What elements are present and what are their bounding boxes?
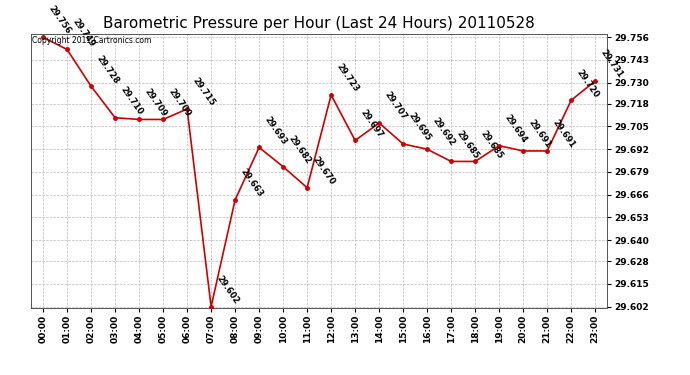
Text: 29.692: 29.692: [431, 116, 457, 148]
Text: 29.682: 29.682: [287, 134, 313, 165]
Text: 29.707: 29.707: [383, 90, 408, 122]
Text: 29.710: 29.710: [119, 85, 144, 117]
Text: 29.720: 29.720: [575, 68, 601, 99]
Text: 29.728: 29.728: [95, 54, 121, 85]
Title: Barometric Pressure per Hour (Last 24 Hours) 20110528: Barometric Pressure per Hour (Last 24 Ho…: [104, 16, 535, 31]
Text: 29.715: 29.715: [190, 76, 217, 108]
Text: 29.685: 29.685: [479, 129, 504, 160]
Text: 29.723: 29.723: [335, 62, 361, 94]
Text: 29.695: 29.695: [406, 111, 433, 143]
Text: Copyright 2011 Cartronics.com: Copyright 2011 Cartronics.com: [32, 36, 151, 45]
Text: 29.749: 29.749: [70, 17, 97, 48]
Text: 29.663: 29.663: [239, 167, 265, 199]
Text: 29.693: 29.693: [263, 115, 288, 146]
Text: 29.709: 29.709: [143, 87, 168, 118]
Text: 29.685: 29.685: [455, 129, 481, 160]
Text: 29.697: 29.697: [359, 108, 384, 139]
Text: 29.602: 29.602: [215, 274, 241, 306]
Text: 29.756: 29.756: [47, 4, 72, 36]
Text: 29.731: 29.731: [599, 48, 624, 80]
Text: 29.691: 29.691: [551, 118, 577, 150]
Text: 29.694: 29.694: [503, 113, 529, 144]
Text: 29.709: 29.709: [167, 87, 193, 118]
Text: 29.670: 29.670: [310, 155, 337, 186]
Text: 29.691: 29.691: [526, 118, 553, 150]
